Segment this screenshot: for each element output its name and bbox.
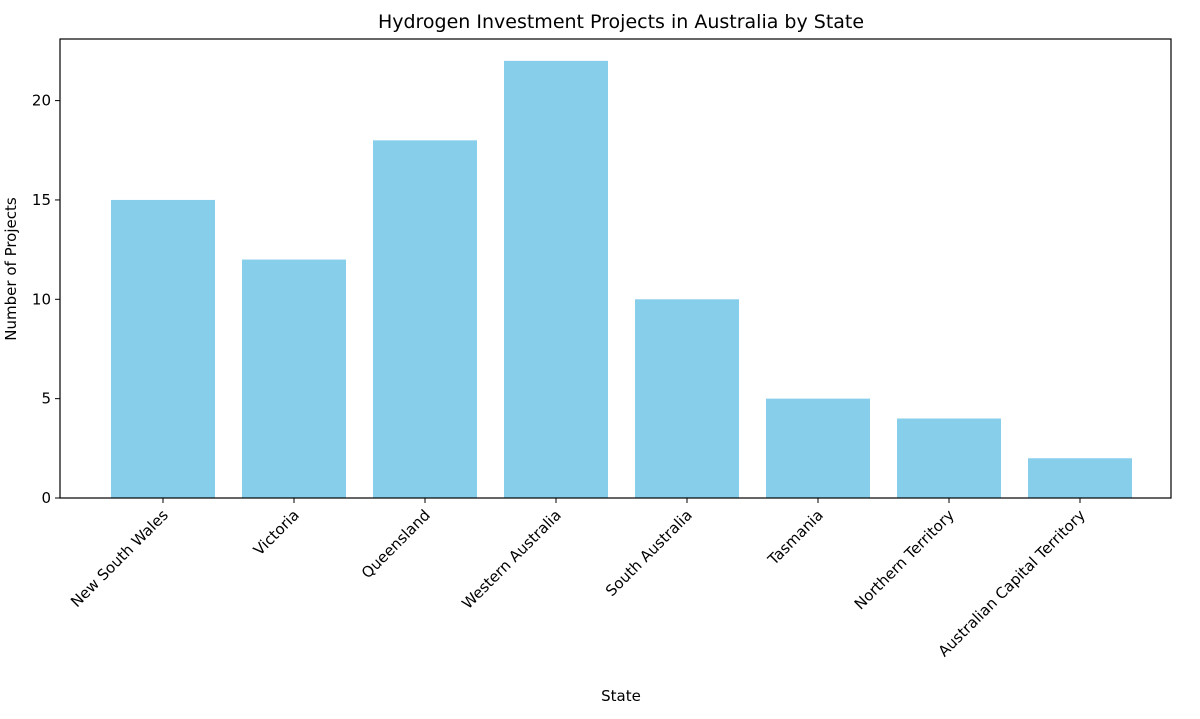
x-tick-label: New South Wales <box>67 506 172 611</box>
bar <box>504 60 608 498</box>
bar <box>111 199 215 498</box>
bar <box>897 418 1001 498</box>
y-tick-label: 5 <box>41 390 51 408</box>
bar <box>242 259 346 498</box>
x-tick-label: Northern Territory <box>851 506 958 613</box>
bar <box>1028 458 1132 498</box>
x-tick-label: Tasmania <box>764 506 827 569</box>
y-tick-label: 10 <box>32 290 51 308</box>
x-tick-label: Australian Capital Territory <box>935 506 1089 660</box>
y-tick-label: 15 <box>32 191 51 209</box>
bar <box>766 398 870 498</box>
y-axis-label: Number of Projects <box>2 197 20 341</box>
x-tick-label: South Australia <box>602 506 696 600</box>
x-tick-label: Western Australia <box>458 506 565 613</box>
bar <box>373 140 477 499</box>
chart-title: Hydrogen Investment Projects in Australi… <box>378 11 864 33</box>
plot-frame <box>59 38 1172 499</box>
x-tick-label: Victoria <box>250 506 303 559</box>
y-tick-label: 20 <box>32 92 51 110</box>
x-axis-label: State <box>601 687 641 705</box>
y-tick-label: 0 <box>41 489 51 507</box>
x-tick-label: Queensland <box>358 506 434 582</box>
bar <box>635 299 739 498</box>
